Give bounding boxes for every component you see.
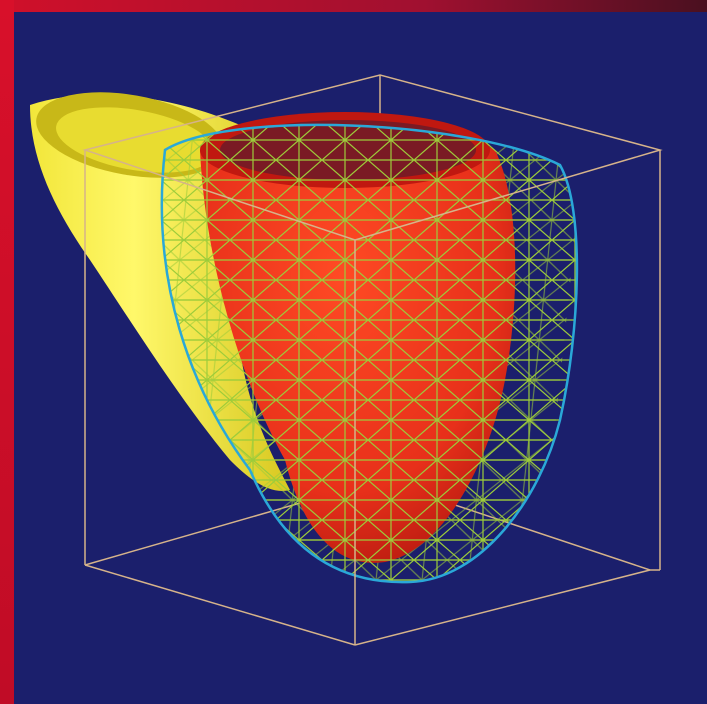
- frame-left: [0, 0, 14, 704]
- frame-top: [0, 0, 707, 12]
- wireframe-outline: [160, 123, 579, 584]
- bounding-box-front: [82, 74, 663, 646]
